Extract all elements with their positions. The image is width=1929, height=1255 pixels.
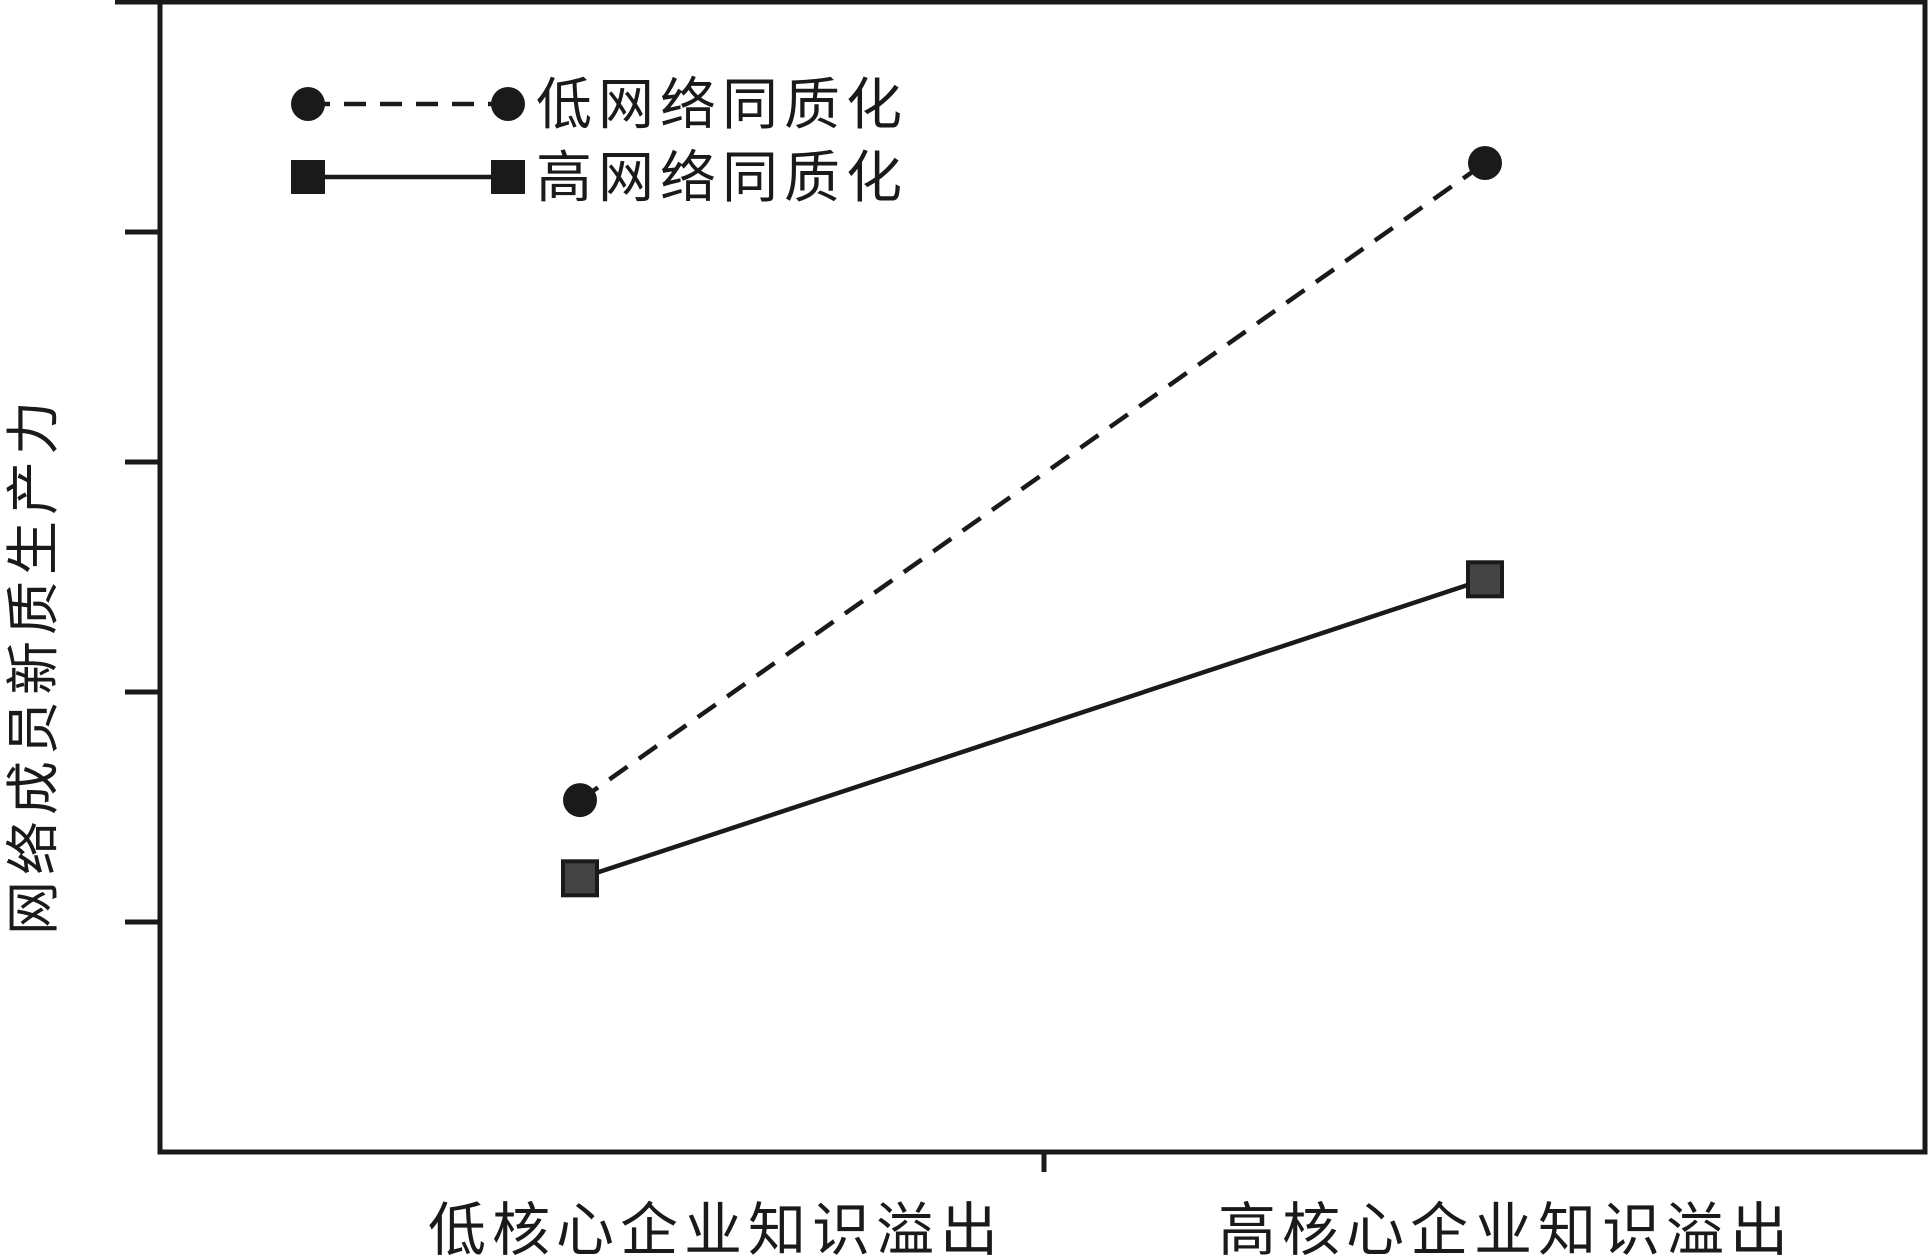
legend-label-1: 低网络同质化	[536, 73, 908, 138]
legend-marker-2-1	[291, 160, 325, 194]
series-1-line	[578, 161, 1487, 802]
axes: 低核心企业知识溢出 高核心企业知识溢出	[115, 0, 1928, 1255]
series-2-line	[579, 577, 1486, 881]
series-1-point-1	[563, 783, 597, 818]
x-tick-label-1: 低核心企业知识溢出	[428, 1196, 1004, 1255]
series-1	[563, 146, 1502, 818]
legend-marker-1-2	[491, 87, 525, 121]
series-2-point-1	[561, 859, 599, 898]
legend-label-2: 高网络同质化	[536, 146, 908, 211]
series-layer	[561, 146, 1504, 898]
y-axis-label: 网络成员新质生产力	[2, 395, 65, 935]
legend-item-1: 低网络同质化	[291, 73, 908, 138]
series-2	[561, 560, 1504, 898]
legend-marker-2-2	[491, 160, 525, 194]
plot-frame	[157, 0, 1928, 1155]
series-1-point-2	[1468, 146, 1502, 180]
legend-marker-1-1	[291, 87, 325, 121]
legend-item-2: 高网络同质化	[291, 146, 908, 211]
x-tick-label-2: 高核心企业知识溢出	[1218, 1196, 1794, 1255]
series-2-point-2	[1466, 560, 1504, 599]
